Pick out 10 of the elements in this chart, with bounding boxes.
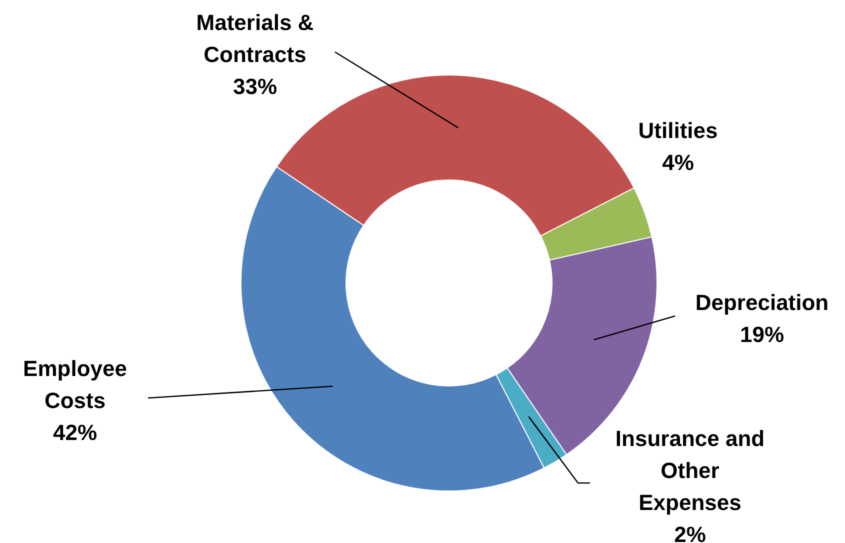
data-label: 2% [674, 522, 706, 543]
data-label: 42% [52, 420, 98, 445]
data-label: 4% [662, 150, 694, 175]
slice-label: Depreciation [695, 290, 829, 315]
slice-label: Materials & Contracts [196, 10, 314, 67]
data-label: 33% [232, 74, 278, 99]
slice-label: Employee Costs [23, 356, 127, 413]
slice-label: Utilities [638, 118, 718, 143]
slice-label: Insurance and Other Expenses [615, 426, 765, 515]
data-label: 19% [740, 322, 784, 347]
